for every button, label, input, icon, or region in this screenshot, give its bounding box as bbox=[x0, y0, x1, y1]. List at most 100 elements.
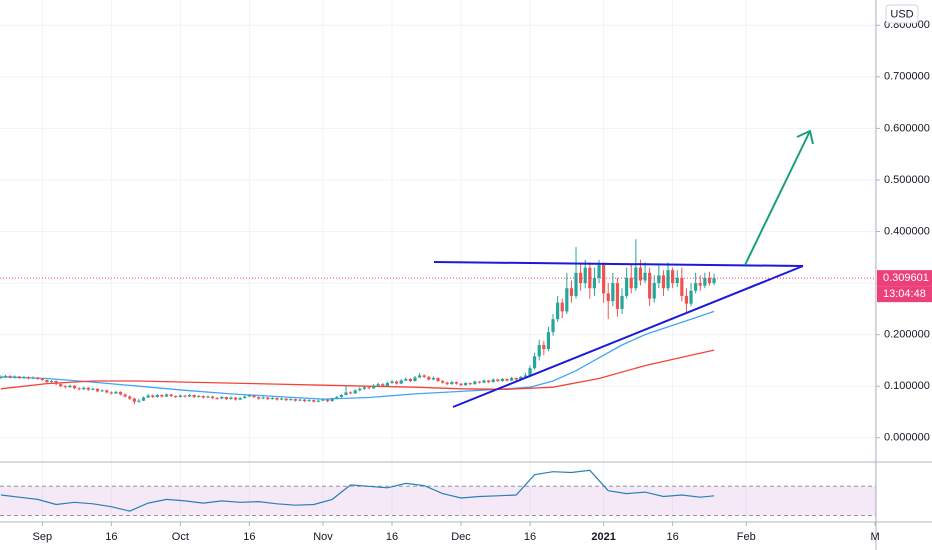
candle-body bbox=[206, 396, 210, 398]
last-price-label: 0.309601 bbox=[883, 272, 929, 284]
candle-body bbox=[160, 394, 164, 397]
candle-body bbox=[404, 378, 408, 381]
candle-body bbox=[256, 397, 261, 399]
candle-body bbox=[399, 380, 403, 384]
candle-body bbox=[284, 398, 288, 401]
x-tick-label: Nov bbox=[313, 531, 333, 543]
candle-body bbox=[302, 399, 307, 402]
candle-body bbox=[703, 277, 707, 286]
candle-body bbox=[712, 278, 716, 284]
drawings bbox=[433, 129, 814, 408]
candle-body bbox=[298, 399, 302, 401]
candle-body bbox=[201, 396, 205, 398]
candle-body bbox=[569, 288, 574, 296]
candle-body bbox=[592, 277, 597, 289]
candle-body bbox=[546, 332, 551, 350]
candle-body bbox=[86, 387, 90, 390]
candle-body bbox=[197, 396, 201, 398]
candle-body bbox=[694, 283, 698, 291]
candle-body bbox=[279, 398, 284, 400]
candle-body bbox=[648, 272, 652, 299]
x-tick-label: M bbox=[870, 531, 879, 543]
candle-body bbox=[289, 399, 293, 401]
candle-body bbox=[611, 283, 615, 302]
candle-body bbox=[427, 376, 431, 380]
candle-body bbox=[243, 396, 247, 399]
candle-body bbox=[625, 277, 629, 296]
candle-body bbox=[551, 319, 555, 333]
candle-body bbox=[445, 382, 449, 385]
candle-body bbox=[3, 375, 8, 377]
candle-body bbox=[137, 400, 141, 402]
candle-body bbox=[514, 377, 518, 380]
candle-body bbox=[523, 375, 528, 377]
currency-label[interactable]: USD bbox=[890, 8, 913, 20]
y-tick-label: 0.600000 bbox=[884, 122, 930, 134]
candle-body bbox=[123, 394, 127, 397]
candle-body bbox=[634, 267, 638, 289]
candle-body bbox=[574, 272, 578, 296]
candle-body bbox=[330, 398, 334, 402]
resistance-line bbox=[433, 261, 804, 267]
candle-body bbox=[220, 397, 224, 399]
currency-box[interactable] bbox=[885, 4, 919, 24]
candle-body bbox=[229, 397, 233, 400]
candle-body bbox=[565, 288, 569, 312]
candle-body bbox=[82, 387, 86, 390]
candle-body bbox=[45, 380, 49, 383]
x-tick-label: 2021 bbox=[591, 531, 615, 543]
candle-body bbox=[413, 377, 417, 382]
candle-body bbox=[114, 391, 118, 394]
candle-body bbox=[77, 388, 81, 390]
candle-body bbox=[450, 382, 454, 385]
x-tick-label: 16 bbox=[105, 531, 117, 543]
candle-body bbox=[344, 392, 348, 395]
candle-body bbox=[417, 375, 422, 378]
candle-body bbox=[22, 376, 26, 378]
candle-body bbox=[210, 396, 215, 399]
candle-body bbox=[588, 267, 592, 289]
candle-body bbox=[464, 383, 468, 386]
candle-body bbox=[579, 272, 583, 284]
candle-body bbox=[468, 383, 472, 385]
candle-body bbox=[707, 277, 712, 284]
candle-body bbox=[431, 377, 435, 380]
candle-body bbox=[118, 391, 123, 395]
moving-average bbox=[0, 349, 715, 390]
candle-body bbox=[500, 378, 505, 382]
candle-body bbox=[187, 394, 192, 397]
candle-body bbox=[128, 396, 132, 399]
x-tick-label: 16 bbox=[524, 531, 536, 543]
candle-body bbox=[335, 397, 339, 399]
candle-body bbox=[408, 378, 412, 382]
candle-body bbox=[657, 275, 661, 284]
candle-body bbox=[459, 383, 463, 386]
candle-body bbox=[49, 381, 54, 383]
candle-body bbox=[146, 395, 150, 398]
candle-body bbox=[367, 387, 371, 389]
candle-body bbox=[164, 394, 169, 397]
candle-body bbox=[371, 385, 376, 389]
candle-body bbox=[353, 390, 357, 394]
candle-body bbox=[238, 398, 242, 400]
candle-body bbox=[422, 375, 426, 377]
y-tick-label: 0.000000 bbox=[884, 432, 930, 444]
candle-body bbox=[192, 394, 196, 398]
candle-body bbox=[233, 397, 238, 400]
y-tick-label: 0.700000 bbox=[884, 71, 930, 83]
currency-button[interactable]: USD bbox=[885, 4, 919, 24]
last-price-badge bbox=[877, 270, 932, 287]
candle-body bbox=[482, 380, 486, 383]
candle-body bbox=[174, 396, 178, 398]
y-tick-label: 0.500000 bbox=[884, 174, 930, 186]
x-tick-label: 16 bbox=[243, 531, 255, 543]
candle-body bbox=[316, 400, 320, 402]
candle-body bbox=[477, 381, 482, 383]
candle-body bbox=[394, 381, 399, 384]
candle-body bbox=[63, 386, 67, 388]
candle-body bbox=[0, 376, 3, 378]
candle-body bbox=[638, 267, 643, 281]
candle-body bbox=[436, 377, 440, 382]
